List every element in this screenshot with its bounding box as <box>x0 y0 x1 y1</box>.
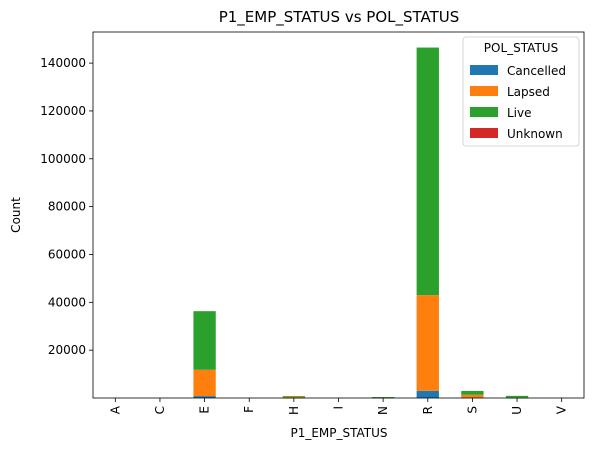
legend-label-live: Live <box>507 106 532 120</box>
bar-R-lapsed <box>416 295 439 391</box>
y-tick-label: 60000 <box>48 247 86 261</box>
x-tick-label: A <box>108 405 122 414</box>
chart-title: P1_EMP_STATUS vs POL_STATUS <box>219 8 460 27</box>
bar-E-live <box>193 311 216 370</box>
legend: POL_STATUS Cancelled Lapsed Live Unknown <box>462 36 580 147</box>
y-tick-label: 20000 <box>48 343 86 357</box>
legend-swatch-lapsed <box>470 86 498 96</box>
bar-E-cancelled <box>193 396 216 398</box>
legend-box <box>462 36 580 147</box>
bar-S-live <box>461 390 484 395</box>
x-tick-label: U <box>510 406 524 415</box>
bar-S-lapsed <box>461 394 484 398</box>
x-tick-label: V <box>555 405 569 414</box>
x-tick-label: N <box>376 406 390 415</box>
y-tick-label: 120000 <box>40 104 86 118</box>
x-tick-label: F <box>242 406 256 413</box>
bar-R-cancelled <box>416 390 439 398</box>
x-tick-label: R <box>421 406 435 414</box>
legend-swatch-unknown <box>470 128 498 138</box>
legend-title: POL_STATUS <box>484 41 558 55</box>
x-axis-label: P1_EMP_STATUS <box>290 426 387 440</box>
bar-H-live <box>282 395 306 397</box>
bars-group <box>193 47 529 399</box>
y-tick-label: 140000 <box>40 56 86 70</box>
y-axis-label: Count <box>9 197 23 233</box>
x-tick-label: E <box>198 406 212 414</box>
bar-N-live <box>371 397 395 398</box>
bar-R-live <box>416 47 439 296</box>
x-tick-label: S <box>465 406 479 414</box>
bar-U-live <box>505 395 529 398</box>
y-tick-label: 40000 <box>48 295 86 309</box>
x-tick-label: C <box>153 406 167 414</box>
bar-H-lapsed <box>282 396 306 398</box>
y-tick-label: 100000 <box>40 152 86 166</box>
x-tick-label: I <box>332 406 346 410</box>
x-tick-label: H <box>287 406 301 415</box>
legend-label-lapsed: Lapsed <box>507 85 550 99</box>
bar-E-lapsed <box>193 369 216 397</box>
legend-swatch-live <box>470 107 498 117</box>
y-tick-label: 80000 <box>48 200 86 214</box>
legend-label-cancelled: Cancelled <box>507 64 566 78</box>
y-axis: 20000 40000 60000 80000 100000 120000 140000 <box>40 56 93 357</box>
legend-label-unknown: Unknown <box>507 127 563 141</box>
legend-swatch-cancelled <box>470 65 498 75</box>
